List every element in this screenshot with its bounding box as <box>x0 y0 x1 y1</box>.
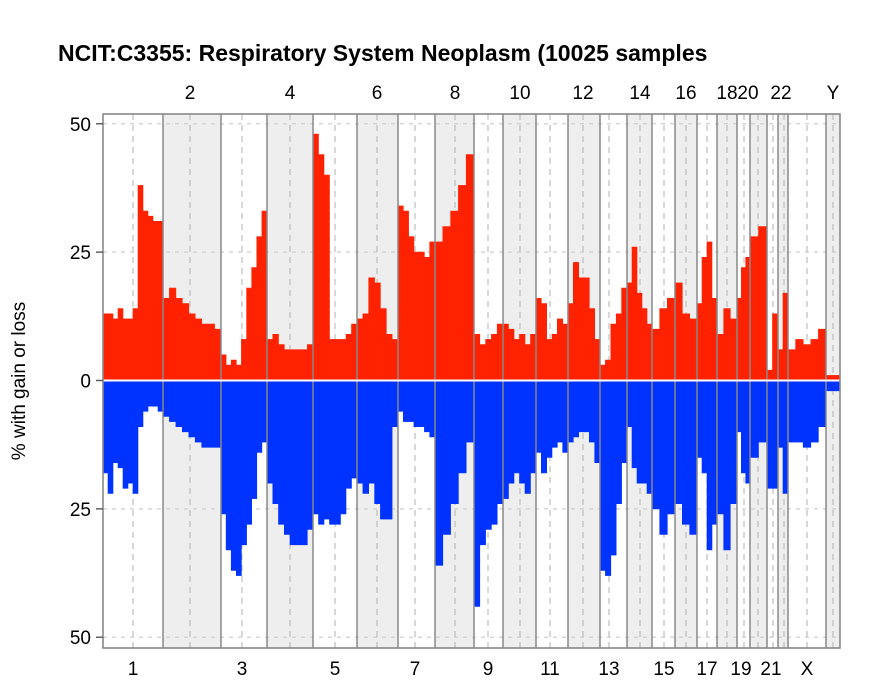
chromosome-label-top: Y <box>827 83 840 104</box>
gain-area-chr4 <box>266 334 314 381</box>
chromosome-label-bottom: 3 <box>237 659 248 680</box>
chromosome-label-top: 22 <box>770 83 791 104</box>
loss-area-chr3 <box>220 380 268 576</box>
gain-area-chr12 <box>567 262 601 381</box>
chromosome-label-top: 6 <box>372 83 383 104</box>
y-tick-label: 0 <box>80 372 91 393</box>
chromosome-label-bottom: 21 <box>760 659 781 680</box>
chromosome-label-bottom: 1 <box>128 659 139 680</box>
gain-area-chr2 <box>162 287 222 381</box>
gain-area-chr6 <box>356 277 399 381</box>
loss-area-chrY <box>825 380 841 392</box>
chromosome-label-bottom: 5 <box>330 659 341 680</box>
chart-title: NCIT:C3355: Respiratory System Neoplasm … <box>58 40 708 66</box>
gain-area-chr7 <box>397 205 436 381</box>
gain-area-chr5 <box>312 133 358 381</box>
y-tick-label: 50 <box>70 628 91 649</box>
chromosome-label-top: 20 <box>737 83 758 104</box>
loss-area-chr2 <box>162 380 222 448</box>
loss-area-chr5 <box>312 380 358 525</box>
chromosome-label-bottom: 7 <box>410 659 421 680</box>
chromosome-label-top: 10 <box>509 83 530 104</box>
chromosome-label-top: 8 <box>450 83 461 104</box>
loss-area-chr11 <box>535 380 569 474</box>
loss-area-chr21 <box>766 380 779 489</box>
loss-area-chr12 <box>567 380 601 463</box>
loss-area-chr7 <box>397 380 436 438</box>
y-axis-label: % with gain or loss <box>9 302 30 460</box>
chromosome-label-top: 2 <box>185 83 196 104</box>
gain-area-chr11 <box>535 298 569 381</box>
loss-area-chr1 <box>102 380 164 494</box>
gain-area-chr3 <box>220 210 268 381</box>
chromosome-label-bottom: 19 <box>730 659 751 680</box>
loss-area-chr4 <box>266 380 314 546</box>
chromosome-label-bottom: 9 <box>483 659 494 680</box>
chromosome-label-top: 4 <box>285 83 296 104</box>
chromosome-label-bottom: 15 <box>653 659 674 680</box>
loss-area-chr6 <box>356 380 399 520</box>
y-tick-label: 25 <box>70 500 91 521</box>
gain-area-chr10 <box>502 323 537 381</box>
gain-area-chr20 <box>749 226 768 381</box>
chromosome-label-bottom: X <box>801 659 814 680</box>
y-tick-label: 50 <box>70 115 91 136</box>
y-tick-label: 25 <box>70 243 91 264</box>
chromosome-label-top: 12 <box>572 83 593 104</box>
chromosome-label-bottom: 11 <box>540 659 560 680</box>
chromosome-label-bottom: 13 <box>598 659 619 680</box>
chromosome-label-top: 14 <box>629 83 651 104</box>
chromosome-label-bottom: 17 <box>696 659 717 680</box>
chromosome-label-top: 16 <box>675 83 696 104</box>
gain-area-chr1 <box>102 185 164 381</box>
loss-area-chr10 <box>502 380 537 499</box>
chromosome-label-top: 18 <box>716 83 737 104</box>
